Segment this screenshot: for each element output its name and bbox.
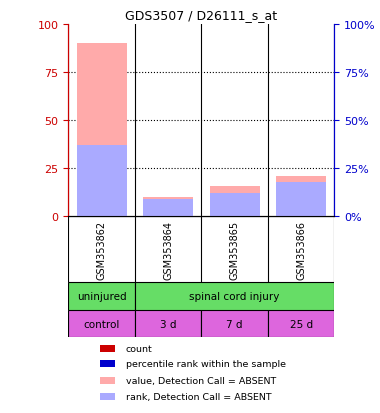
Bar	[143, 199, 193, 217]
Bar	[77, 146, 127, 217]
Bar	[100, 361, 115, 368]
Text: GSM353866: GSM353866	[296, 220, 306, 279]
Bar	[100, 393, 115, 400]
Bar	[210, 186, 260, 217]
Title: GDS3507 / D26111_s_at: GDS3507 / D26111_s_at	[125, 9, 277, 22]
Bar	[276, 182, 326, 217]
FancyArrow shape	[32, 316, 62, 332]
Text: count: count	[125, 344, 152, 353]
Text: uninjured: uninjured	[77, 292, 127, 301]
Text: 7 d: 7 d	[226, 319, 243, 329]
Text: 3 d: 3 d	[160, 319, 176, 329]
Bar	[135, 310, 201, 337]
Bar	[210, 194, 260, 217]
Text: percentile rank within the sample: percentile rank within the sample	[125, 359, 286, 368]
Bar	[135, 282, 334, 310]
Text: GSM353865: GSM353865	[230, 220, 240, 279]
FancyArrow shape	[32, 288, 62, 305]
Text: GSM353864: GSM353864	[163, 220, 173, 279]
Text: spinal cord injury: spinal cord injury	[190, 292, 280, 301]
Bar	[68, 282, 135, 310]
Bar	[143, 197, 193, 217]
Bar	[100, 345, 115, 352]
Bar	[268, 310, 334, 337]
Bar	[68, 310, 135, 337]
Bar	[201, 310, 268, 337]
Text: control: control	[84, 319, 120, 329]
Text: 25 d: 25 d	[290, 319, 313, 329]
Bar	[100, 377, 115, 384]
Bar	[77, 44, 127, 217]
Text: value, Detection Call = ABSENT: value, Detection Call = ABSENT	[125, 376, 276, 385]
Bar	[276, 176, 326, 217]
Text: GSM353862: GSM353862	[97, 220, 107, 279]
Text: rank, Detection Call = ABSENT: rank, Detection Call = ABSENT	[125, 392, 271, 401]
